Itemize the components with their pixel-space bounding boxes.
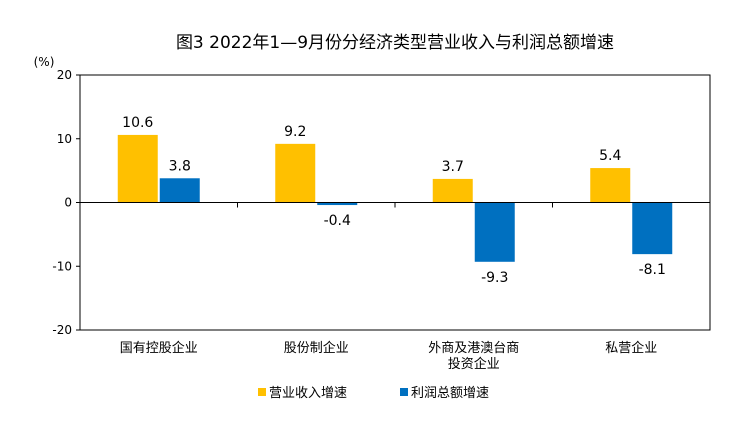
category-label: 外商及港澳台商	[428, 340, 519, 356]
bar-revenue	[117, 134, 158, 203]
bar-profit	[159, 178, 200, 203]
bar-revenue	[275, 143, 316, 203]
data-label: 3.8	[169, 158, 191, 174]
legend-swatch	[400, 388, 408, 396]
data-label: -9.3	[481, 270, 508, 286]
data-label: 9.2	[284, 124, 306, 140]
data-label: 5.4	[599, 148, 621, 164]
data-label: 10.6	[122, 115, 153, 131]
legend: 营业收入增速 利润总额增速	[258, 386, 489, 401]
data-label: -8.1	[639, 262, 666, 278]
bar-revenue	[590, 168, 631, 203]
y-unit-label: (%)	[34, 55, 55, 69]
y-tick-label: -10	[52, 259, 72, 273]
plot-area: 20 10 0 -10 -20 10.6 9.2 3.7 5.4 3.8 -0.4 -9.3 -8.1 国…	[52, 68, 711, 372]
y-tick-label: -20	[52, 323, 72, 337]
category-label: 投资企业	[448, 356, 500, 372]
category-label: 国有控股企业	[120, 340, 198, 356]
y-tick-label: 0	[64, 196, 72, 210]
legend-label: 营业收入增速	[269, 386, 347, 401]
chart-title: 图3 2022年1—9月份分经济类型营业收入与利润总额增速	[176, 33, 614, 53]
data-label: 3.7	[442, 159, 464, 175]
y-tick-label: 10	[57, 132, 72, 146]
bar-revenue	[432, 178, 473, 203]
legend-label: 利润总额增速	[411, 386, 489, 401]
legend-swatch	[258, 388, 266, 396]
data-label: -0.4	[324, 213, 351, 229]
bar-profit	[317, 202, 358, 206]
bar-profit	[474, 202, 515, 262]
category-label: 股份制企业	[284, 340, 349, 356]
y-tick-label: 20	[57, 68, 72, 82]
bar-profit	[632, 202, 673, 255]
category-label: 私营企业	[605, 340, 657, 356]
